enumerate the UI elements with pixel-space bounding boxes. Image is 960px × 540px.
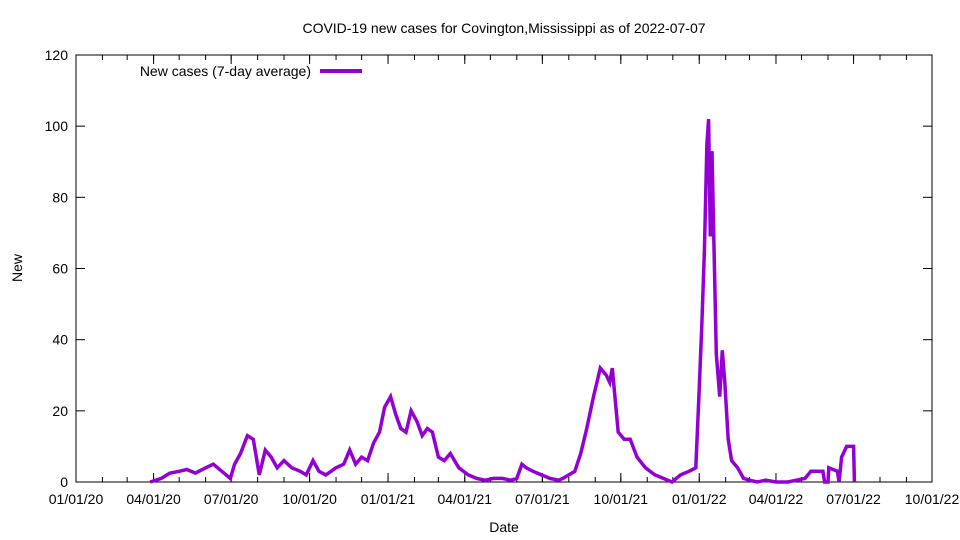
y-tick-label: 20 (52, 403, 68, 419)
x-tick-label: 01/01/22 (672, 491, 727, 507)
y-tick-label: 0 (60, 474, 68, 490)
x-tick-label: 01/01/20 (49, 491, 104, 507)
plot-border (75, 54, 933, 483)
chart-title: COVID-19 new cases for Covington,Mississ… (302, 20, 705, 36)
x-axis-label: Date (489, 519, 519, 535)
legend-label: New cases (7-day average) (140, 63, 311, 79)
y-tick-label: 60 (52, 261, 68, 277)
legend: New cases (7-day average) (140, 63, 362, 79)
x-tick-label: 07/01/22 (826, 491, 881, 507)
y-tick-label: 100 (45, 118, 69, 134)
y-tick-label: 120 (45, 47, 69, 63)
x-tick-label: 10/01/20 (282, 491, 337, 507)
x-tick-label: 07/01/21 (515, 491, 570, 507)
x-tick-label: 01/01/21 (361, 491, 416, 507)
series-line-new-cases (149, 118, 857, 485)
x-tick-label: 07/01/20 (204, 491, 259, 507)
x-tick-label: 10/01/21 (594, 491, 649, 507)
x-tick-label: 04/01/20 (126, 491, 181, 507)
y-tick-label: 40 (52, 332, 68, 348)
y-axis-label: New (9, 253, 25, 282)
x-tick-label: 10/01/22 (905, 491, 960, 507)
x-tick-label: 04/01/21 (438, 491, 493, 507)
y-tick-label: 80 (52, 189, 68, 205)
x-tick-label: 04/01/22 (749, 491, 804, 507)
